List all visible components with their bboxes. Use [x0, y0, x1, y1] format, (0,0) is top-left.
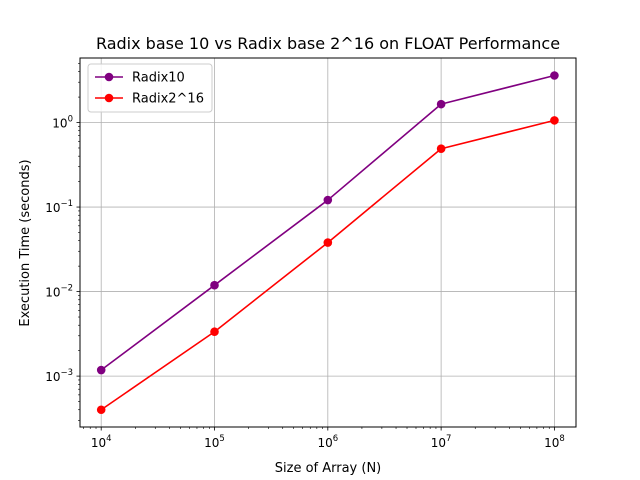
data-point	[323, 238, 333, 247]
data-point	[96, 405, 106, 415]
legend-marker	[104, 72, 114, 82]
data-point	[323, 195, 333, 205]
legend-marker	[104, 93, 114, 103]
y-tick-label: 10−3	[45, 368, 73, 384]
x-tick-label: 107	[431, 434, 452, 450]
y-tick-label: 100	[52, 115, 73, 131]
x-axis-label: Size of Array (N)	[275, 461, 382, 476]
legend-label: Radix2^16	[132, 92, 204, 107]
x-tick-label: 104	[91, 434, 112, 450]
y-tick-label: 10−1	[45, 199, 73, 215]
data-point	[210, 327, 219, 337]
series-1	[96, 71, 559, 375]
legend-item: Radix10	[95, 71, 185, 86]
data-point	[96, 365, 106, 375]
data-point	[550, 71, 559, 80]
data-point	[436, 144, 446, 154]
y-tick-label: 10−2	[45, 284, 73, 300]
ticks: 104 105 106 107 108 10−3 10−2 10−1 100	[45, 63, 565, 450]
x-tick-label: 106	[317, 434, 338, 450]
x-tick-label: 108	[544, 434, 565, 450]
chart-title: Radix base 10 vs Radix base 2^16 on FLOA…	[96, 34, 560, 53]
x-tick-label: 105	[204, 434, 225, 450]
y-axis-label: Execution Time (seconds)	[18, 159, 33, 326]
legend-box	[87, 63, 213, 113]
data-point	[550, 116, 559, 125]
series-2	[96, 116, 559, 415]
legend-item: Radix2^16	[95, 92, 204, 107]
series-layer	[96, 71, 559, 415]
data-point	[436, 99, 446, 109]
legend: Radix10 Radix2^16	[87, 63, 213, 113]
legend-label: Radix10	[132, 71, 185, 86]
data-point	[210, 280, 219, 290]
